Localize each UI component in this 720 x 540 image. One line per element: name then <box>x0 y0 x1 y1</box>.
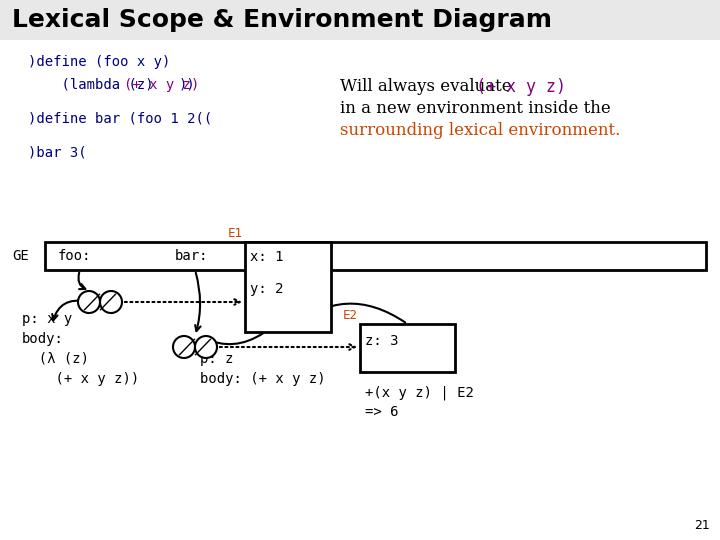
Circle shape <box>78 291 100 313</box>
Text: Lexical Scope & Environment Diagram: Lexical Scope & Environment Diagram <box>12 8 552 32</box>
Text: foo:: foo: <box>58 249 91 263</box>
Text: (λ (z): (λ (z) <box>22 352 89 366</box>
Text: )define bar (foo 1 2((: )define bar (foo 1 2(( <box>28 112 212 126</box>
Bar <box>245 242 331 332</box>
Text: bar:: bar: <box>175 249 209 263</box>
Text: in a new environment inside the: in a new environment inside the <box>340 100 611 117</box>
Text: (+ x y z)): (+ x y z)) <box>22 372 139 386</box>
Text: surrounding lexical environment.: surrounding lexical environment. <box>340 122 621 139</box>
Text: 21: 21 <box>694 519 710 532</box>
Text: Will always evaluate: Will always evaluate <box>340 78 517 95</box>
Circle shape <box>173 336 195 358</box>
FancyBboxPatch shape <box>0 0 720 40</box>
Text: x: 1: x: 1 <box>250 250 284 264</box>
Text: )define (foo x y): )define (foo x y) <box>28 55 171 69</box>
Bar <box>360 324 455 372</box>
Text: E2: E2 <box>343 309 358 322</box>
Circle shape <box>100 291 122 313</box>
Text: p: z: p: z <box>200 352 233 366</box>
Text: )bar 3(: )bar 3( <box>28 145 86 159</box>
Bar <box>45 242 706 270</box>
Text: (+ x y z): (+ x y z) <box>125 78 199 92</box>
Text: body:: body: <box>22 332 64 346</box>
Text: body: (+ x y z): body: (+ x y z) <box>200 372 325 386</box>
Text: )): )) <box>179 78 195 92</box>
Text: E1: E1 <box>228 227 243 240</box>
Text: => 6: => 6 <box>365 405 398 419</box>
Text: z: 3: z: 3 <box>365 334 398 348</box>
Circle shape <box>195 336 217 358</box>
Text: y: 2: y: 2 <box>250 282 284 296</box>
Text: p: x y: p: x y <box>22 312 72 326</box>
Text: GE: GE <box>12 249 29 263</box>
Text: (lambda (z): (lambda (z) <box>28 78 162 92</box>
Text: (+ x y z): (+ x y z) <box>477 78 567 96</box>
Text: +(x y z) | E2: +(x y z) | E2 <box>365 385 474 400</box>
